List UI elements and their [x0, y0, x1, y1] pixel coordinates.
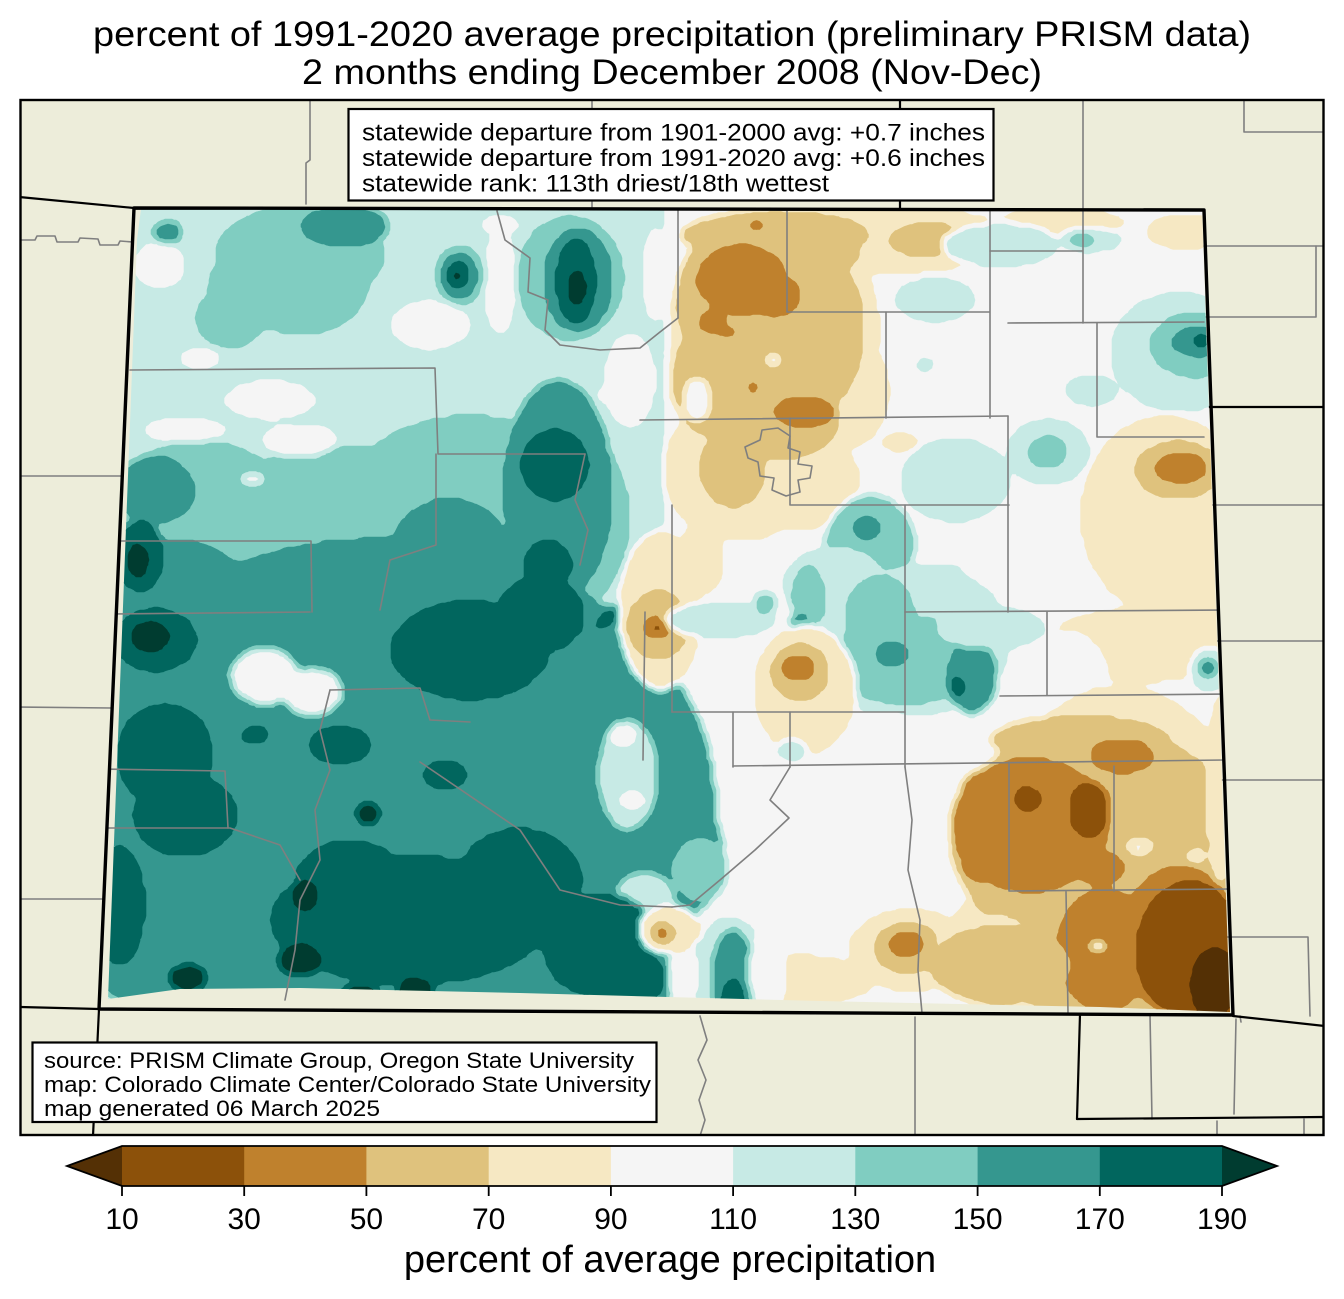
- svg-text:percent of average precipitati: percent of average precipitation: [404, 1239, 936, 1281]
- svg-text:statewide rank: 113th driest/1: statewide rank: 113th driest/18th wettes…: [362, 171, 829, 198]
- svg-text:170: 170: [1075, 1203, 1125, 1236]
- svg-text:130: 130: [830, 1203, 880, 1236]
- svg-text:30: 30: [228, 1203, 261, 1236]
- svg-text:50: 50: [350, 1203, 383, 1236]
- svg-text:190: 190: [1197, 1203, 1247, 1236]
- svg-text:70: 70: [472, 1203, 505, 1236]
- svg-text:statewide departure from 1901-: statewide departure from 1901-2000 avg: …: [362, 120, 985, 147]
- svg-text:2 months ending December 2008: 2 months ending December 2008 (Nov-Dec): [302, 53, 1042, 92]
- svg-text:source: PRISM Climate Group, O: source: PRISM Climate Group, Oregon Stat…: [44, 1048, 634, 1073]
- svg-text:map: Colorado Climate Center/C: map: Colorado Climate Center/Colorado St…: [44, 1072, 651, 1097]
- svg-text:statewide departure from 1991-: statewide departure from 1991-2020 avg: …: [362, 145, 985, 172]
- svg-text:90: 90: [594, 1203, 627, 1236]
- svg-text:10: 10: [105, 1203, 138, 1236]
- svg-text:percent of 1991-2020 average p: percent of 1991-2020 average precipitati…: [93, 15, 1251, 54]
- svg-text:150: 150: [953, 1203, 1003, 1236]
- svg-text:map generated 06 March 2025: map generated 06 March 2025: [44, 1096, 380, 1121]
- svg-text:110: 110: [709, 1203, 757, 1236]
